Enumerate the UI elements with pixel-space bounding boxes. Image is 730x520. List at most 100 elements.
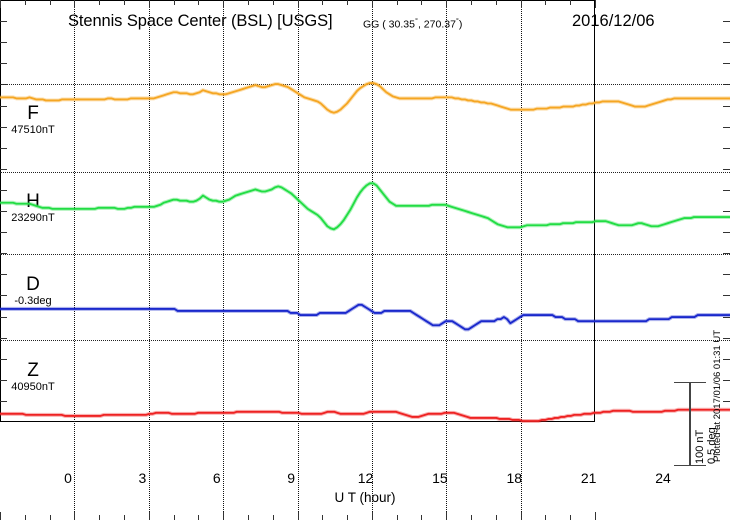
x-tick-bottom-7 (173, 515, 175, 520)
degree-symbol-lat: ° (414, 16, 418, 25)
x-tick-top-4 (99, 0, 101, 5)
gridline-hour-21 (520, 0, 522, 520)
component-label-f: F 47510nT (2, 104, 64, 137)
x-tick-top-15 (371, 0, 373, 8)
y-tick-left-11 (0, 232, 7, 234)
y-tick-right-15 (723, 316, 730, 318)
y-tick-left-6 (0, 126, 7, 128)
y-tick-right-1 (723, 21, 730, 23)
component-symbol-d: D (26, 274, 40, 295)
trace-d (0, 303, 730, 331)
degree-symbol-lon: ° (455, 16, 459, 25)
x-tick-top-21 (520, 0, 522, 8)
scale-nt: 100 nT (694, 429, 706, 464)
x-tick-top-3 (74, 0, 76, 8)
x-tick-bottom-0 (0, 512, 1, 520)
x-tick-bottom-11 (272, 515, 274, 520)
x-tick-top-5 (123, 0, 125, 5)
y-tick-right-11 (723, 232, 730, 234)
x-tick-top-16 (396, 0, 398, 5)
component-symbol-f: F (27, 103, 39, 124)
gridline-hour-9 (223, 0, 225, 520)
y-tick-right-5 (723, 105, 730, 107)
geo-suffix: ) (458, 18, 463, 31)
scale-bar-top-cap (674, 382, 706, 383)
y-tick-right-10 (723, 211, 730, 212)
y-tick-left-19 (0, 400, 7, 402)
y-tick-right-3 (723, 63, 730, 65)
y-tick-left-18 (0, 379, 7, 381)
x-tick-bottom-20 (495, 515, 497, 520)
x-tick-label-9: 9 (287, 470, 296, 486)
y-tick-right-9 (723, 189, 730, 191)
component-value-d: -0.3deg (14, 295, 52, 307)
x-tick-bottom-16 (396, 515, 398, 520)
x-axis-title: U T (hour) (334, 490, 396, 505)
geo-prefix: GG ( (363, 18, 389, 31)
x-tick-label-24: 24 (655, 470, 671, 486)
y-tick-right-14 (723, 295, 730, 297)
x-tick-label-15: 15 (432, 470, 448, 486)
y-tick-right-18 (723, 379, 730, 381)
x-tick-top-18 (446, 0, 448, 8)
baseline-z (0, 340, 730, 341)
x-tick-top-1 (24, 0, 26, 5)
x-tick-label-6: 6 (212, 470, 221, 486)
y-tick-right-8 (723, 168, 730, 170)
geographic-coordinates: GG ( 30.35°, 270.37°) (363, 16, 462, 31)
x-tick-bottom-6 (148, 512, 150, 520)
y-tick-right-13 (723, 274, 730, 276)
x-tick-top-11 (272, 0, 274, 5)
y-tick-left-13 (0, 274, 7, 276)
component-value-f: 47510nT (11, 124, 55, 136)
scale-bar-bottom-cap (674, 465, 706, 466)
y-tick-right-6 (723, 126, 730, 128)
y-tick-left-9 (0, 189, 7, 191)
baseline-h (0, 172, 730, 173)
x-tick-bottom-19 (471, 515, 473, 520)
trace-halo-h (0, 181, 730, 232)
x-tick-top-2 (49, 0, 51, 5)
x-tick-bottom-2 (49, 515, 51, 520)
x-tick-bottom-8 (198, 515, 200, 520)
y-tick-left-10 (0, 211, 7, 212)
y-tick-left-12 (0, 253, 7, 255)
observation-date: 2016/12/06 (572, 12, 655, 30)
geo-latitude: 30.35 (388, 18, 415, 31)
y-tick-left-17 (0, 358, 7, 360)
y-tick-right-16 (723, 337, 730, 339)
page-title: Stennis Space Center (BSL) [USGS] (68, 12, 333, 30)
component-symbol-z: Z (27, 360, 39, 381)
x-tick-top-24 (595, 0, 596, 8)
x-tick-bottom-22 (545, 515, 547, 520)
geo-longitude: 270.37 (423, 18, 456, 31)
x-tick-label-3: 3 (138, 470, 147, 486)
x-tick-top-14 (347, 0, 349, 5)
x-tick-bottom-13 (322, 515, 324, 520)
y-tick-right-17 (723, 358, 730, 360)
component-label-d: D -0.3deg (2, 275, 64, 308)
x-tick-bottom-14 (347, 515, 349, 520)
x-tick-top-12 (297, 0, 299, 8)
y-tick-left-3 (0, 63, 7, 65)
x-tick-bottom-24 (595, 512, 596, 520)
y-tick-left-15 (0, 316, 7, 318)
x-tick-bottom-17 (421, 515, 423, 520)
y-tick-right-2 (723, 42, 730, 44)
x-tick-top-13 (322, 0, 324, 5)
x-tick-top-20 (495, 0, 497, 5)
x-tick-label-18: 18 (506, 470, 523, 486)
x-tick-top-7 (173, 0, 175, 5)
gridline-hour-3 (74, 0, 76, 520)
x-tick-top-0 (0, 0, 1, 8)
y-tick-right-12 (723, 253, 730, 255)
x-tick-bottom-5 (123, 515, 125, 520)
gridline-hour-12 (297, 0, 299, 520)
gridline-hour-6 (148, 0, 150, 520)
x-tick-bottom-21 (520, 512, 522, 520)
component-label-z: Z 40950nT (2, 361, 64, 394)
